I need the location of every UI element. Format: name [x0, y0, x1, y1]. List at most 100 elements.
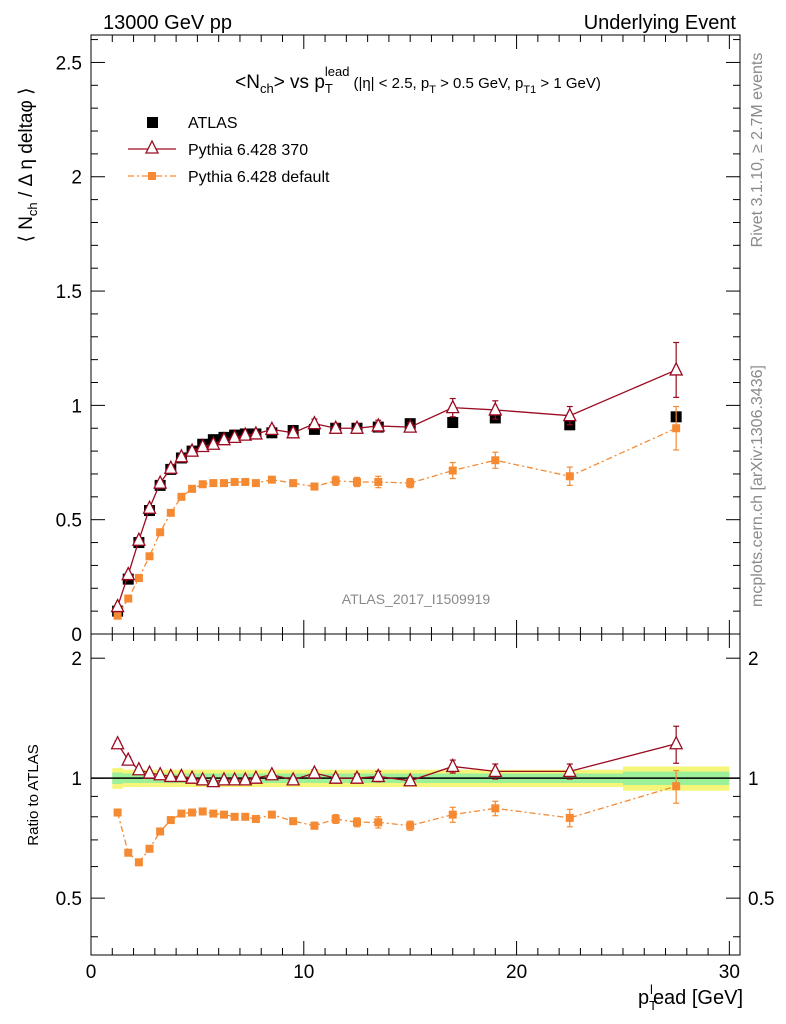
- pythia-default-point: [448, 466, 457, 475]
- ratio-pythia-default-point: [230, 812, 239, 821]
- header-left-label: 13000 GeV pp: [103, 12, 232, 34]
- pythia-370-point: [174, 448, 189, 463]
- legend-label-pythia-370: Pythia 6.428 370: [188, 142, 308, 159]
- ratio-pythia-default-point: [188, 808, 197, 817]
- pythia-370-point: [307, 415, 322, 430]
- pythia-370-point: [153, 474, 168, 489]
- pythia-default-point: [177, 492, 186, 501]
- ratio-pythia-default-point: [251, 814, 260, 823]
- ratio-pythia-default-point: [209, 809, 218, 818]
- ratio-pythia-370-point: [403, 772, 418, 787]
- pythia-default-point: [198, 480, 207, 489]
- pythia-default-point: [166, 508, 175, 517]
- pythia-default-point: [352, 477, 361, 486]
- analysis-label: ATLAS_2017_I1509919: [342, 591, 491, 607]
- pythia-370-point: [445, 399, 460, 414]
- x-tick-label: 0: [86, 962, 97, 983]
- ratio-pythia-370-point: [307, 764, 322, 779]
- pythia-default-point: [134, 573, 143, 582]
- ratio-pythia-default-point: [289, 817, 298, 826]
- pythia-default-point: [230, 477, 239, 486]
- ratio-pythia-370-point: [206, 773, 221, 788]
- ratio-pythia-370-point: [185, 769, 200, 784]
- ratio-pythia-default-point: [672, 782, 681, 791]
- ratio-pythia-default-point: [113, 808, 122, 817]
- pythia-370-point: [110, 598, 125, 613]
- ratio-pythia-370-point: [121, 751, 136, 766]
- ratio-pythia-370-point: [110, 735, 125, 750]
- pythia-default-point: [241, 477, 250, 486]
- ratio-pythia-default-point: [124, 848, 133, 857]
- y-tick-label: 2: [71, 168, 82, 189]
- legend-marker-atlas: [147, 117, 158, 128]
- ratio-pythia-default-point: [166, 816, 175, 825]
- y-axis-label: ⟨ Nch / Δ η deltaφ ⟩: [16, 88, 40, 243]
- y-tick-label: 0: [71, 625, 82, 646]
- pythia-default-point: [310, 482, 319, 491]
- ratio-pythia-default-point: [241, 812, 250, 821]
- pythia-default-point: [209, 479, 218, 488]
- y-tick-label: 1.5: [56, 282, 82, 303]
- pythia-370-point: [562, 407, 577, 422]
- ratio-pythia-default-point: [448, 810, 457, 819]
- ratio-pythia-370-point: [445, 758, 460, 773]
- ratio-pythia-default-point: [267, 810, 276, 819]
- pythia-default-point: [331, 476, 340, 485]
- x-axis-label: pTlead [GeV]: [638, 982, 743, 1013]
- pythia-370-point: [349, 419, 365, 434]
- ratio-pythia-370-point: [248, 769, 263, 784]
- pythia-370-point: [185, 442, 200, 457]
- atlas-point: [447, 417, 459, 429]
- ratio-pythia-370-point: [238, 771, 253, 786]
- legend-label-atlas: ATLAS: [188, 115, 238, 132]
- atlas-point: [308, 423, 320, 435]
- ratio-pythia-default-point: [156, 827, 165, 836]
- ratio-y-tick-label: 2: [71, 649, 82, 670]
- ratio-pythia-default-point: [406, 821, 415, 830]
- legend-marker-pythia-default: [148, 172, 156, 180]
- pythia-default-point: [672, 424, 681, 433]
- pythia-default-point: [124, 594, 133, 603]
- ratio-pythia-370-point: [286, 771, 301, 786]
- pythia-370-point: [328, 419, 343, 434]
- pythia-default-line: [117, 427, 677, 617]
- pythia-370-point: [248, 425, 263, 440]
- ratio-y-tick-label: 1: [71, 769, 82, 790]
- ratio-y-tick-label-right: 1: [748, 769, 759, 790]
- x-tick-label: 20: [506, 962, 527, 983]
- ratio-pythia-default-point: [352, 818, 361, 827]
- pythia-default-point: [267, 475, 276, 484]
- pythia-370-point: [195, 438, 210, 453]
- y-tick-label: 1: [71, 396, 82, 417]
- ratio-y-tick-label-right: 0.5: [748, 889, 774, 910]
- ratio-pythia-default-point: [219, 810, 228, 819]
- pythia-370-point: [488, 401, 503, 416]
- pythia-370-point: [121, 566, 136, 581]
- pythia-370-point: [264, 420, 279, 436]
- pythia-default-point: [251, 479, 260, 488]
- x-tick-label: 10: [293, 962, 314, 983]
- ratio-pythia-default-point: [198, 807, 207, 816]
- legend: ATLAS Pythia 6.428 370 Pythia 6.428 defa…: [128, 115, 330, 186]
- pythia-default-point: [565, 472, 574, 481]
- rivet-label: Rivet 3.1.10, ≥ 2.7M events: [749, 53, 766, 248]
- pythia-default-point: [374, 477, 383, 486]
- pythia-370-point: [227, 428, 242, 444]
- ratio-y-tick-label: 0.5: [56, 889, 82, 910]
- ratio-y-axis-label: Ratio to ATLAS: [25, 744, 42, 845]
- ratio-pythia-default-point: [145, 844, 154, 853]
- header-right-label: Underlying Event: [584, 12, 737, 34]
- pythia-default-point: [156, 528, 165, 537]
- legend-marker-pythia-370: [144, 139, 160, 154]
- pythia-370-point: [142, 499, 157, 514]
- pythia-370-point: [669, 361, 684, 376]
- ratio-pythia-370-point: [131, 761, 146, 776]
- pythia-370-point: [371, 417, 386, 432]
- pythia-default-point: [145, 552, 154, 561]
- ratio-pythia-370-point: [163, 767, 178, 783]
- pythia-default-point: [406, 479, 415, 488]
- pythia-370-point: [403, 418, 418, 433]
- ratio-pythia-370-point: [349, 769, 365, 784]
- pythia-default-point: [113, 611, 122, 620]
- pythia-370-point: [131, 531, 146, 546]
